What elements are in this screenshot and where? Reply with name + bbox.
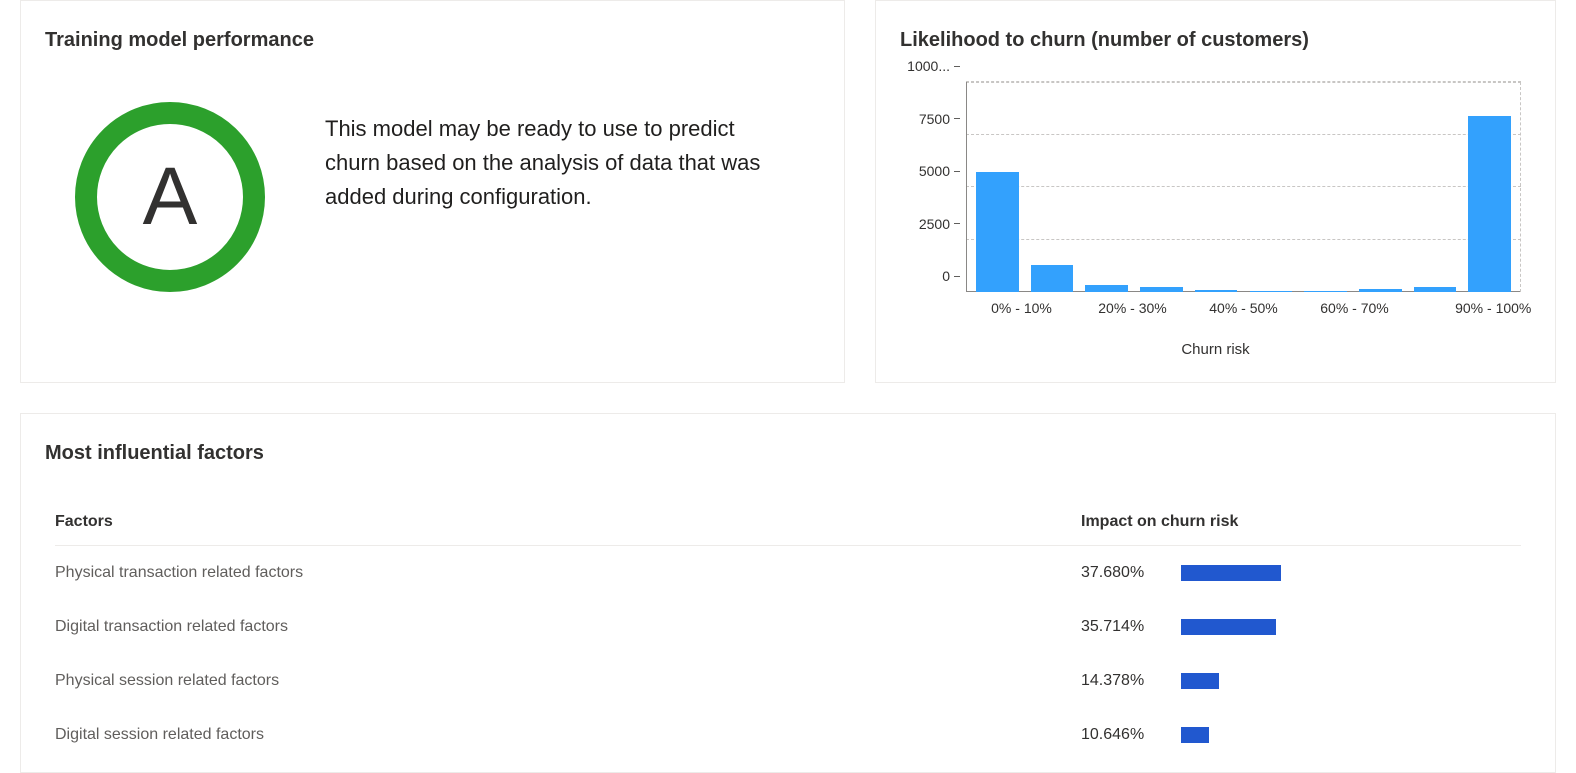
factor-impact-value: 14.378% — [1081, 672, 1181, 690]
chart-x-tick-label: 20% - 30% — [1098, 300, 1166, 316]
factor-impact-bar — [1181, 727, 1209, 743]
chart-bar-slot — [1025, 82, 1080, 292]
chart-bar[interactable] — [1031, 265, 1074, 292]
factors-table-row: Digital transaction related factors35.71… — [55, 600, 1521, 654]
factor-impact-cell: 14.378% — [1081, 672, 1521, 690]
chart-bar-slot — [1408, 82, 1463, 292]
factor-impact-bar — [1181, 673, 1219, 689]
factor-impact-bar-track — [1181, 619, 1521, 635]
chart-bar-slot — [970, 82, 1025, 292]
churn-chart-x-axis: 0% - 10%20% - 30%40% - 50%60% - 70%90% -… — [966, 292, 1521, 337]
chart-bar-slot — [1353, 82, 1408, 292]
factors-table-row: Physical session related factors14.378% — [55, 654, 1521, 708]
factor-name: Digital transaction related factors — [55, 618, 1081, 636]
factors-table-body: Physical transaction related factors37.6… — [55, 546, 1521, 762]
chart-x-tick-label: 40% - 50% — [1209, 300, 1277, 316]
chart-bar[interactable] — [1468, 116, 1511, 292]
top-row: Training model performance A This model … — [20, 0, 1556, 383]
factor-impact-value: 37.680% — [1081, 564, 1181, 582]
chart-bar[interactable] — [976, 172, 1019, 292]
chart-bars — [966, 82, 1521, 292]
chart-bar-slot — [1244, 82, 1299, 292]
chart-bar-slot — [1134, 82, 1189, 292]
chart-y-tick: 5000 — [919, 163, 966, 179]
factor-impact-bar — [1181, 565, 1281, 581]
factor-impact-bar-track — [1181, 565, 1521, 581]
influential-factors-card: Most influential factors Factors Impact … — [20, 413, 1556, 773]
factor-impact-cell: 35.714% — [1081, 618, 1521, 636]
training-performance-body: A This model may be ready to use to pred… — [45, 72, 820, 302]
factor-impact-bar-track — [1181, 727, 1521, 743]
chart-bar-slot — [1462, 82, 1517, 292]
factors-column-header-impact: Impact on churn risk — [1081, 513, 1521, 531]
factors-table-header: Factors Impact on churn risk — [55, 499, 1521, 546]
factors-table: Factors Impact on churn risk Physical tr… — [45, 485, 1531, 762]
chart-x-tick-label: 60% - 70% — [1320, 300, 1388, 316]
churn-likelihood-title: Likelihood to churn (number of customers… — [900, 29, 1531, 52]
influential-factors-title: Most influential factors — [45, 442, 1531, 465]
factors-column-header-impact-label: Impact on churn risk — [1081, 513, 1238, 531]
factor-impact-bar — [1181, 619, 1276, 635]
chart-y-tick: 7500 — [919, 111, 966, 127]
chart-y-tick: 2500 — [919, 216, 966, 232]
factor-impact-value: 10.646% — [1081, 726, 1181, 744]
factor-name: Physical transaction related factors — [55, 564, 1081, 582]
churn-chart: 02500500075001000... 0% - 10% 20% - 30% 40… — [900, 72, 1531, 358]
chart-bar-slot — [1189, 82, 1244, 292]
churn-chart-x-axis-label: Churn risk — [910, 341, 1521, 358]
training-performance-card: Training model performance A This model … — [20, 0, 845, 383]
chart-bar-slot — [1079, 82, 1134, 292]
dashboard-page: Training model performance A This model … — [0, 0, 1576, 773]
factor-impact-bar-track — [1181, 673, 1521, 689]
chart-bar-slot — [1298, 82, 1353, 292]
training-performance-description: This model may be ready to use to predic… — [325, 102, 780, 214]
chart-x-tick-label: 90% - 100% — [1455, 300, 1531, 316]
churn-likelihood-card: Likelihood to churn (number of customers… — [875, 0, 1556, 383]
training-performance-title: Training model performance — [45, 29, 820, 52]
factor-impact-cell: 10.646% — [1081, 726, 1521, 744]
grade-letter: A — [143, 150, 198, 244]
factor-name: Digital session related factors — [55, 726, 1081, 744]
chart-bar[interactable] — [1085, 285, 1128, 292]
churn-chart-plot-area: 02500500075001000... — [966, 82, 1521, 292]
factors-table-row: Digital session related factors10.646% — [55, 708, 1521, 762]
factors-table-row: Physical transaction related factors37.6… — [55, 546, 1521, 600]
factor-name: Physical session related factors — [55, 672, 1081, 690]
factors-column-header-name: Factors — [55, 513, 1081, 531]
factor-impact-value: 35.714% — [1081, 618, 1181, 636]
chart-x-tick-label: 0% - 10% — [991, 300, 1052, 316]
chart-y-tick: 1000... — [907, 58, 966, 74]
chart-y-tick: 0 — [942, 268, 966, 284]
grade-ring-icon: A — [75, 102, 265, 292]
factor-impact-cell: 37.680% — [1081, 564, 1521, 582]
